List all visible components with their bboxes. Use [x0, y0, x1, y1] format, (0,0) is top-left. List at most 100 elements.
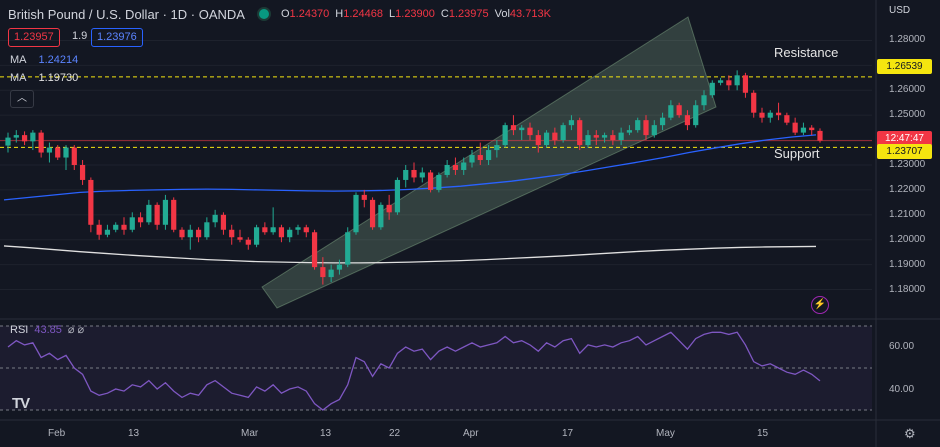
- candle-body: [643, 120, 649, 136]
- price-tick: 1.19000: [889, 258, 926, 270]
- chart-header: British Pound / U.S. Dollar · 1D · OANDA…: [8, 5, 555, 23]
- candle-body: [104, 229, 111, 235]
- candle: [461, 157, 467, 175]
- symbol-title[interactable]: British Pound / U.S. Dollar · 1D · OANDA: [8, 6, 245, 22]
- candle: [784, 112, 790, 126]
- candle-body: [452, 165, 459, 170]
- candle: [444, 160, 450, 178]
- candle-body: [129, 217, 135, 230]
- candle-body: [212, 214, 218, 223]
- candle: [684, 110, 691, 131]
- candle-body: [96, 224, 102, 235]
- resistance-price-tag: 1.26539: [877, 59, 932, 74]
- candle-body: [701, 95, 707, 106]
- candle-body: [13, 135, 19, 138]
- candle-body: [577, 120, 583, 146]
- support-resistance-lines[interactable]: [0, 76, 872, 148]
- candle: [510, 115, 517, 136]
- support-annotation[interactable]: Support: [774, 146, 820, 161]
- ma-slow-line: [3, 245, 817, 264]
- price-tick: 1.20000: [889, 233, 926, 245]
- candle: [369, 197, 376, 230]
- candle-body: [709, 82, 715, 96]
- candle-body: [817, 130, 823, 141]
- candle: [311, 229, 318, 270]
- high-value: 1.24468: [343, 8, 384, 20]
- candle: [278, 224, 285, 243]
- candle: [328, 264, 334, 283]
- candle-body: [253, 227, 260, 245]
- time-tick: Feb: [48, 428, 66, 439]
- candle-body: [494, 145, 500, 151]
- candle-body: [320, 267, 326, 278]
- candle: [759, 107, 765, 123]
- candle: [560, 122, 566, 143]
- candle-body: [477, 155, 483, 161]
- candle-body: [369, 199, 376, 228]
- market-status-dot-icon: [258, 9, 269, 19]
- candle: [187, 224, 193, 250]
- candle: [477, 142, 483, 165]
- candle-body: [593, 135, 599, 138]
- candle-body: [552, 132, 558, 141]
- candle-body: [38, 132, 44, 153]
- ma-name: MA: [10, 54, 27, 66]
- candle: [767, 110, 773, 123]
- ma-legend-slow[interactable]: MA 1.19730: [10, 72, 78, 84]
- gear-icon[interactable]: ⚙: [904, 426, 916, 441]
- candle: [30, 130, 36, 151]
- candle: [817, 128, 823, 143]
- candle: [411, 162, 417, 183]
- candle: [742, 72, 749, 98]
- rsi-legend[interactable]: RSI 43.85 ⌀ ⌀: [10, 323, 84, 336]
- candle-body: [461, 162, 467, 170]
- candle: [353, 192, 359, 235]
- candle: [212, 209, 218, 228]
- time-tick: Apr: [463, 428, 479, 439]
- candle: [320, 257, 326, 285]
- resistance-annotation[interactable]: Resistance: [774, 45, 839, 60]
- candle: [527, 122, 533, 141]
- candle-body: [345, 232, 351, 265]
- candle: [693, 100, 699, 128]
- collapse-legend-button[interactable]: ︿: [10, 90, 34, 108]
- candle-body: [71, 147, 77, 165]
- candle-body: [121, 224, 127, 230]
- candle: [13, 130, 19, 143]
- candle: [295, 224, 301, 235]
- candle: [775, 102, 782, 121]
- candle-body: [88, 179, 94, 225]
- candle: [618, 127, 624, 146]
- price-tick: 1.18000: [889, 283, 926, 295]
- candle: [751, 90, 757, 118]
- volume-value: 43.713K: [509, 8, 551, 20]
- candle-body: [5, 137, 11, 146]
- candle: [195, 227, 202, 243]
- candle: [378, 202, 384, 230]
- candle-body: [162, 199, 169, 225]
- sell-price-button[interactable]: 1.23957: [8, 28, 60, 47]
- candle-body: [676, 105, 682, 116]
- candle-body: [436, 174, 442, 190]
- candle-body: [21, 135, 28, 142]
- tradingview-logo[interactable]: TV: [12, 395, 30, 412]
- price-tick: 1.26000: [889, 84, 926, 96]
- candle-body: [195, 229, 202, 238]
- candle-body: [303, 227, 309, 233]
- candle: [129, 212, 135, 233]
- candle-body: [278, 227, 285, 238]
- candle: [38, 130, 44, 158]
- lightning-icon[interactable]: ⚡: [811, 296, 829, 314]
- candle: [253, 224, 260, 248]
- candle: [668, 100, 674, 121]
- candle-body: [767, 112, 773, 118]
- currency-label[interactable]: USD: [889, 5, 911, 16]
- buy-price-button[interactable]: 1.23976: [91, 28, 143, 47]
- candle-body: [502, 125, 508, 146]
- ma-legend-fast[interactable]: MA 1.24214: [10, 54, 78, 66]
- candle: [71, 145, 77, 170]
- candle-body: [30, 132, 36, 142]
- ma-fast-line: [3, 134, 817, 201]
- time-tick: 17: [562, 428, 574, 439]
